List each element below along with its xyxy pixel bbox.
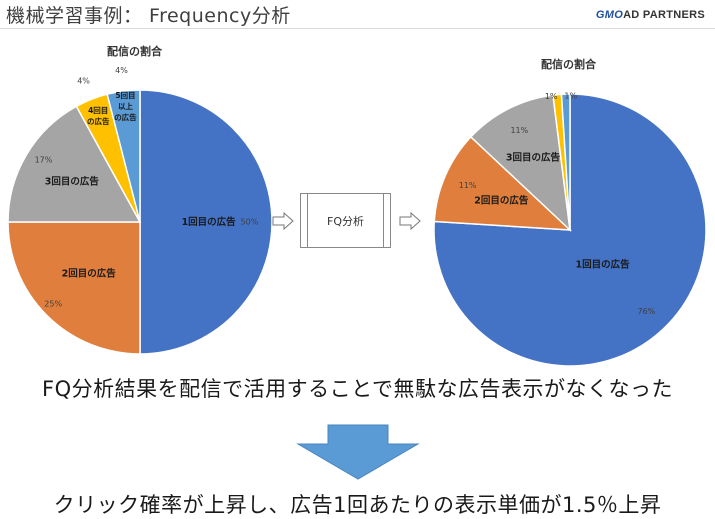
slice-percent-1: 50% (241, 218, 259, 227)
slice-percent-3: 17% (35, 156, 53, 165)
result-statement-2: クリック確率が上昇し、広告1回あたりの表示単価が1.5％上昇 (53, 493, 662, 517)
pie-slice-2 (433, 135, 573, 231)
slice-label-1: 1回目の広告 (182, 216, 237, 228)
header-divider (0, 28, 715, 29)
logo-gmo: GMO (595, 9, 624, 21)
slice-percent-3: 11% (510, 126, 528, 135)
slice-percent-2: 11% (459, 181, 477, 190)
page-title: 機械学習事例： Frequency分析 (6, 5, 291, 27)
slice-percent-1: 76% (637, 307, 655, 316)
slice-percent-4: 1% (545, 92, 558, 101)
fq-analysis-label: FQ分析 (327, 215, 364, 228)
slice-label-5: 5回目以上の広告 (114, 91, 137, 122)
result-statement-1: FQ分析結果を配信で活用することで無駄な広告表示がなくなった (42, 377, 673, 401)
fq-analysis-process-box: FQ分析 (300, 193, 391, 248)
chart-title-before: 配信の割合 (107, 45, 162, 58)
slice-percent-5: 1% (564, 92, 577, 101)
logo-adpartners: AD PARTNERS (623, 9, 705, 21)
slice-label-2: 2回目の広告 (62, 267, 117, 279)
slice-label-3: 3回目の広告 (506, 151, 561, 163)
pie-slice-3 (7, 105, 142, 223)
slice-label-3: 3回目の広告 (45, 175, 100, 187)
slice-percent-4: 4% (77, 76, 90, 85)
pie-slice-5 (106, 89, 141, 223)
pie-slice-1 (139, 89, 273, 355)
pie-slice-2 (7, 221, 141, 355)
pie-slice-3 (469, 94, 572, 232)
flow-arrow-right-1 (272, 212, 294, 230)
pie-chart-after: 1回目の広告 76% 2回目の広告 11% 3回目の広告 11% 1% 1% (433, 92, 707, 367)
slice-label-4: 4回目の広告 (87, 106, 110, 126)
slice-label-2: 2回目の広告 (474, 194, 529, 206)
down-arrow-icon (296, 424, 420, 480)
company-logo: GMOAD PARTNERS (596, 9, 705, 21)
slice-label-1: 1回目の広告 (576, 258, 631, 270)
chart-title-after: 配信の割合 (541, 58, 596, 71)
flow-arrow-right-2 (399, 212, 421, 230)
pie-chart-before: 1回目の広告 50% 2回目の広告 25% 3回目の広告 17% 4回目の広告 4% 5回目以上… (7, 66, 273, 355)
slice-percent-5: 4% (115, 66, 128, 75)
slice-percent-2: 25% (44, 299, 62, 308)
pie-slice-5 (560, 93, 571, 231)
